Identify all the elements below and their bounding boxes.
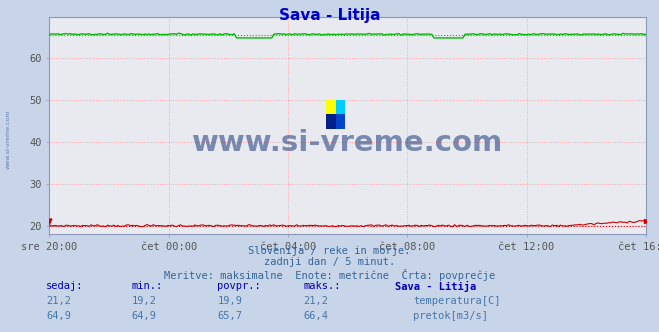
Text: 21,2: 21,2 — [303, 296, 328, 306]
Text: Meritve: maksimalne  Enote: metrične  Črta: povprečje: Meritve: maksimalne Enote: metrične Črta… — [164, 269, 495, 281]
Bar — [335, 100, 345, 115]
Text: 64,9: 64,9 — [132, 311, 157, 321]
Text: zadnji dan / 5 minut.: zadnji dan / 5 minut. — [264, 257, 395, 267]
Text: temperatura[C]: temperatura[C] — [413, 296, 501, 306]
Bar — [326, 115, 335, 128]
Text: www.si-vreme.com: www.si-vreme.com — [5, 110, 11, 169]
Text: sedaj:: sedaj: — [46, 281, 84, 290]
Text: Sava - Litija: Sava - Litija — [395, 281, 476, 291]
Text: 21,2: 21,2 — [46, 296, 71, 306]
Text: pretok[m3/s]: pretok[m3/s] — [413, 311, 488, 321]
Text: 19,9: 19,9 — [217, 296, 243, 306]
Bar — [326, 100, 335, 115]
Text: min.:: min.: — [132, 281, 163, 290]
Text: 64,9: 64,9 — [46, 311, 71, 321]
Text: povpr.:: povpr.: — [217, 281, 261, 290]
Text: maks.:: maks.: — [303, 281, 341, 290]
Text: 66,4: 66,4 — [303, 311, 328, 321]
Text: Slovenija / reke in morje.: Slovenija / reke in morje. — [248, 246, 411, 256]
Text: Sava - Litija: Sava - Litija — [279, 8, 380, 23]
Text: 19,2: 19,2 — [132, 296, 157, 306]
Bar — [335, 115, 345, 128]
Text: 65,7: 65,7 — [217, 311, 243, 321]
Text: www.si-vreme.com: www.si-vreme.com — [192, 129, 503, 157]
